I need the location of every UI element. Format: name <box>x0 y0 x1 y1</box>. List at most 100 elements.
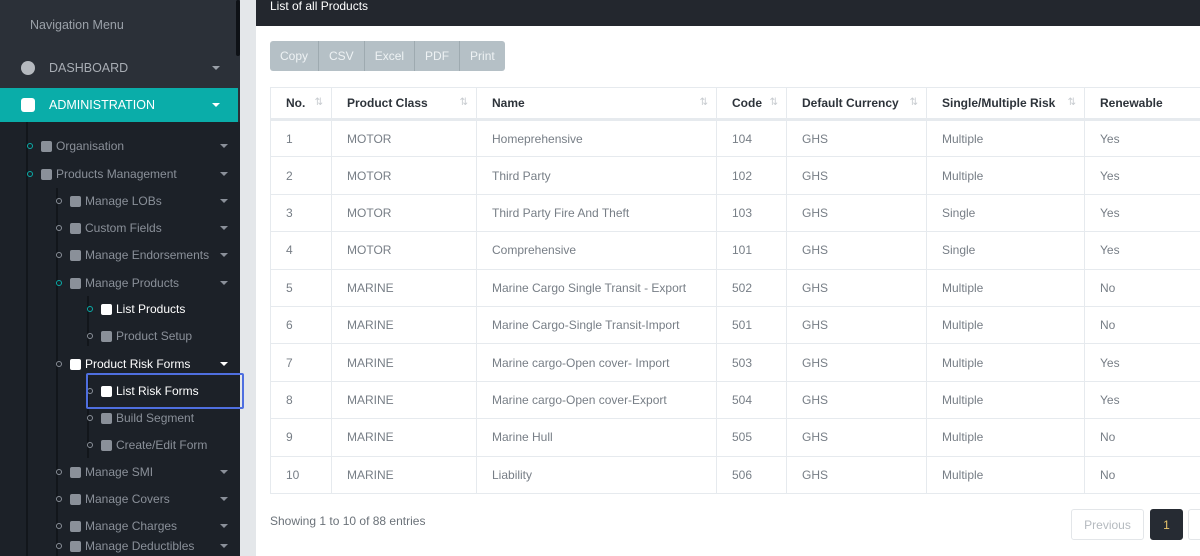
sidebar-item-manage-products[interactable]: Manage Products <box>56 273 240 293</box>
previous-button[interactable]: Previous <box>1071 509 1144 540</box>
header-label: Code <box>732 96 762 110</box>
table-row[interactable]: 3 MOTOR Third Party Fire And Theft 103 GHS Si… <box>270 193 1200 233</box>
bullet-icon <box>56 523 62 529</box>
sidebar-item-list-products[interactable]: List Products <box>87 299 240 319</box>
products-table: No. ⇅ Product Class ⇅ Name ⇅ Code ⇅ Default Curr… <box>270 87 1200 494</box>
table-cell: 506 <box>716 455 787 494</box>
sidebar-item-product-risk-forms[interactable]: Product Risk Forms <box>56 354 240 374</box>
p-circle-icon <box>70 277 81 289</box>
sidebar-item-label: Manage SMI <box>85 465 154 479</box>
sidebar-item-label: List Products <box>116 302 186 316</box>
column-header[interactable]: Default Currency ⇅ <box>786 87 927 121</box>
table-cell: GHS <box>786 380 927 420</box>
database-icon <box>41 140 52 152</box>
sidebar-item-label: Manage Charges <box>85 519 178 533</box>
bullet-icon <box>56 252 62 258</box>
csv-button[interactable]: CSV <box>319 41 365 71</box>
database-icon <box>70 540 81 552</box>
card-icon <box>70 493 81 505</box>
excel-button[interactable]: Excel <box>364 41 416 71</box>
menu-dashboard[interactable]: DASHBOARD <box>0 51 238 85</box>
print-button[interactable]: Print <box>460 41 505 71</box>
setup-icon <box>101 330 112 342</box>
bullet-icon <box>56 543 62 549</box>
column-header[interactable]: Renewable <box>1084 87 1200 121</box>
sidebar-item-manage-lobs[interactable]: Manage LOBs <box>56 191 240 211</box>
table-cell: 2 <box>270 156 332 195</box>
table-row[interactable]: 10 MARINE Liability 506 GHS Multiple No <box>270 455 1200 494</box>
caret-down-icon <box>220 470 228 474</box>
table-cell: Single <box>926 231 1085 270</box>
page-1-button[interactable]: 1 <box>1150 509 1183 540</box>
table-cell: MOTOR <box>331 193 477 233</box>
export-buttons: Copy CSV Excel PDF Print <box>270 41 505 71</box>
tree-line <box>26 122 28 556</box>
table-cell: 9 <box>270 418 332 457</box>
menu-label: DASHBOARD <box>49 61 129 75</box>
sidebar: Navigation Menu DASHBOARD ADMINISTRATION… <box>0 0 244 556</box>
pdf-button[interactable]: PDF <box>415 41 461 71</box>
table-row[interactable]: 8 MARINE Marine cargo-Open cover-Export 504… <box>270 380 1200 420</box>
column-header[interactable]: Single/Multiple Risk ⇅ <box>926 87 1085 121</box>
sidebar-item-label: Manage Products <box>85 276 180 290</box>
column-header[interactable]: Code ⇅ <box>716 87 787 121</box>
table-info: Showing 1 to 10 of 88 entries <box>270 514 426 528</box>
main-panel: List of all Products Copy CSV Excel PDF … <box>256 0 1200 556</box>
menu-administration[interactable]: ADMINISTRATION <box>0 88 238 122</box>
sidebar-item-manage-covers[interactable]: Manage Covers <box>56 489 240 509</box>
table-row[interactable]: 6 MARINE Marine Cargo-Single Transit-Impor… <box>270 305 1200 345</box>
sort-icon: ⇅ <box>1067 97 1076 108</box>
sidebar-item-create-edit-form[interactable]: Create/Edit Form <box>87 435 240 455</box>
table-cell: MOTOR <box>331 231 477 270</box>
table-cell: Multiple <box>926 268 1085 307</box>
table-cell: 3 <box>270 193 332 233</box>
sidebar-item-manage-endorsements[interactable]: Manage Endorsements <box>56 245 240 265</box>
sidebar-item-label: Product Risk Forms <box>85 357 191 371</box>
sidebar-item-manage-smi[interactable]: Manage SMI <box>56 462 240 482</box>
bullet-icon <box>27 143 33 149</box>
bullet-icon <box>56 198 62 204</box>
table-row[interactable]: 7 MARINE Marine cargo-Open cover- Import 50… <box>270 343 1200 382</box>
table-cell: MOTOR <box>331 156 477 195</box>
nav-title: Navigation Menu <box>30 18 124 32</box>
table-cell: Multiple <box>926 156 1085 195</box>
caret-down-icon <box>220 544 228 548</box>
sidebar-item-manage-deductibles[interactable]: Manage Deductibles <box>56 536 240 556</box>
table-cell: Single <box>926 193 1085 233</box>
sidebar-item-organisation[interactable]: Organisation <box>27 136 240 156</box>
sidebar-scrollbar[interactable] <box>236 0 240 56</box>
table-cell: Multiple <box>926 380 1085 420</box>
gear-icon <box>21 98 35 112</box>
sort-icon: ⇅ <box>314 97 323 108</box>
next-page-button[interactable] <box>1188 509 1200 540</box>
bullet-icon <box>87 306 93 312</box>
column-header[interactable]: Product Class ⇅ <box>331 87 477 121</box>
table-cell: 10 <box>270 455 332 494</box>
table-cell: No <box>1084 305 1200 345</box>
table-cell: 505 <box>716 418 787 457</box>
sidebar-item-label: Manage LOBs <box>85 194 162 208</box>
header-label: Name <box>492 96 525 110</box>
table-cell: MARINE <box>331 268 477 307</box>
table-cell: GHS <box>786 268 927 307</box>
table-row[interactable]: 4 MOTOR Comprehensive 101 GHS Single Yes <box>270 231 1200 270</box>
table-row[interactable]: 2 MOTOR Third Party 102 GHS Multiple Yes <box>270 156 1200 195</box>
sidebar-item-product-setup[interactable]: Product Setup <box>87 326 240 346</box>
table-row[interactable]: 9 MARINE Marine Hull 505 GHS Multiple No <box>270 418 1200 457</box>
caret-down-icon <box>212 66 220 70</box>
column-header[interactable]: Name ⇅ <box>476 87 717 121</box>
sidebar-item-custom-fields[interactable]: Custom Fields <box>56 218 240 238</box>
archive-icon <box>70 249 81 261</box>
table-row[interactable]: 5 MARINE Marine Cargo Single Transit - Exp… <box>270 268 1200 307</box>
table-cell: No <box>1084 455 1200 494</box>
list-icon <box>101 385 112 397</box>
sidebar-item-manage-charges[interactable]: Manage Charges <box>56 516 240 536</box>
focus-highlight <box>86 373 244 409</box>
table-row[interactable]: 1 MOTOR Homeprehensive 104 GHS Multiple Yes <box>270 118 1200 158</box>
sidebar-item-products-management[interactable]: Products Management <box>27 164 240 184</box>
copy-button[interactable]: Copy <box>270 41 320 71</box>
table-cell: GHS <box>786 231 927 270</box>
column-header[interactable]: No. ⇅ <box>270 87 332 121</box>
sidebar-item-build-segment[interactable]: Build Segment <box>87 408 240 428</box>
table-cell: 501 <box>716 305 787 345</box>
